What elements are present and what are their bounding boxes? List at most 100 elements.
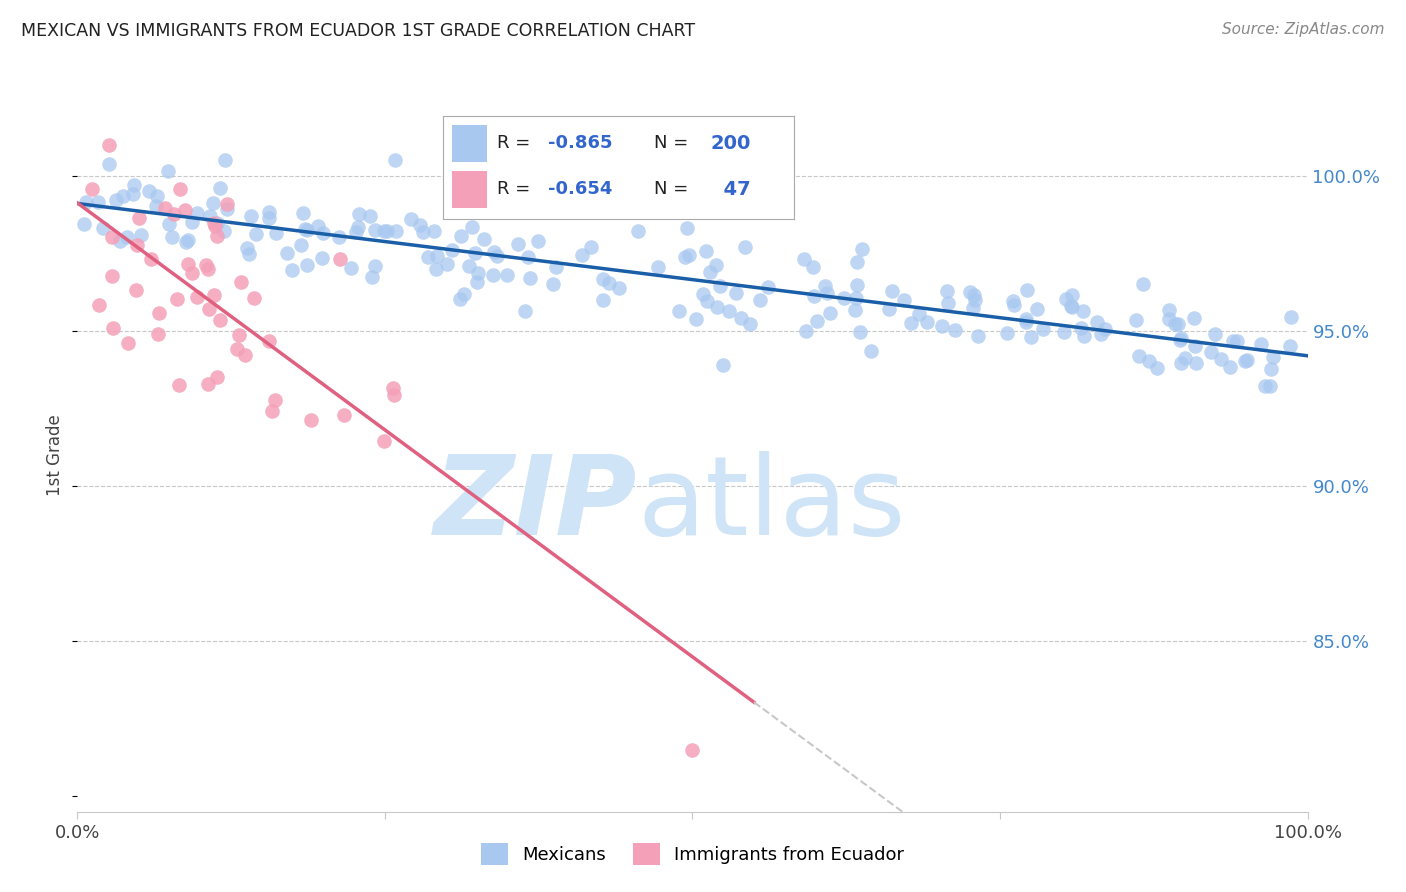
Point bbox=[409, 218, 432, 232]
Point bbox=[215, 196, 238, 211]
Point bbox=[214, 153, 236, 168]
Point bbox=[295, 259, 318, 273]
Point bbox=[174, 235, 197, 249]
Point bbox=[704, 258, 727, 272]
Point bbox=[384, 224, 406, 238]
Point bbox=[814, 278, 837, 293]
Point bbox=[384, 153, 406, 168]
Point bbox=[519, 271, 541, 285]
Point bbox=[995, 326, 1018, 340]
Text: MEXICAN VS IMMIGRANTS FROM ECUADOR 1ST GRADE CORRELATION CHART: MEXICAN VS IMMIGRANTS FROM ECUADOR 1ST G… bbox=[21, 22, 695, 40]
Point bbox=[97, 157, 120, 171]
Point bbox=[103, 320, 125, 334]
Point bbox=[959, 285, 981, 300]
Point bbox=[425, 262, 447, 277]
Point bbox=[111, 189, 134, 203]
Point bbox=[1017, 283, 1039, 297]
Text: -0.654: -0.654 bbox=[548, 180, 613, 198]
Point bbox=[1261, 350, 1284, 364]
Point bbox=[204, 219, 226, 234]
Point bbox=[803, 288, 825, 302]
FancyBboxPatch shape bbox=[451, 125, 486, 162]
Point bbox=[186, 206, 208, 220]
Point bbox=[87, 194, 110, 209]
Point bbox=[238, 247, 260, 261]
Point bbox=[217, 202, 239, 217]
Point bbox=[1157, 312, 1180, 326]
Point bbox=[860, 344, 883, 359]
Point bbox=[245, 227, 267, 241]
Point bbox=[1146, 360, 1168, 375]
Point bbox=[1090, 326, 1112, 341]
Point bbox=[598, 276, 620, 290]
Point bbox=[845, 277, 868, 292]
Point bbox=[291, 206, 314, 220]
Point bbox=[381, 381, 404, 395]
Point bbox=[1085, 315, 1108, 329]
Point bbox=[730, 311, 752, 326]
Point bbox=[851, 242, 873, 256]
Point bbox=[1167, 318, 1189, 332]
Point bbox=[1201, 345, 1223, 359]
Point bbox=[174, 203, 197, 218]
Point bbox=[205, 216, 228, 230]
Y-axis label: 1st Grade: 1st Grade bbox=[46, 414, 65, 496]
Point bbox=[262, 404, 284, 418]
Point bbox=[709, 279, 731, 293]
Point bbox=[1170, 355, 1192, 369]
Point bbox=[153, 201, 176, 215]
Point bbox=[1157, 303, 1180, 318]
Point bbox=[235, 242, 257, 256]
Point bbox=[1260, 362, 1282, 376]
Point bbox=[481, 268, 503, 282]
Point bbox=[312, 226, 335, 240]
Point bbox=[685, 312, 707, 326]
Point bbox=[157, 217, 180, 231]
Point bbox=[87, 298, 110, 312]
Point bbox=[233, 348, 256, 362]
Point bbox=[163, 207, 186, 221]
Point bbox=[214, 224, 236, 238]
Point bbox=[738, 317, 761, 331]
Point bbox=[541, 277, 564, 291]
Point bbox=[544, 260, 567, 275]
Point bbox=[1281, 310, 1303, 324]
Point bbox=[197, 261, 219, 276]
Point bbox=[339, 261, 361, 276]
Point bbox=[97, 137, 120, 152]
Point bbox=[832, 291, 855, 305]
Point bbox=[166, 292, 188, 306]
Point bbox=[157, 163, 180, 178]
Point bbox=[148, 326, 170, 341]
Point bbox=[1071, 304, 1094, 318]
Point bbox=[202, 288, 225, 302]
Point bbox=[1182, 310, 1205, 325]
Point bbox=[461, 220, 484, 235]
Point bbox=[440, 243, 463, 257]
Point bbox=[917, 315, 939, 329]
Point bbox=[673, 251, 696, 265]
Point bbox=[198, 209, 221, 223]
Point bbox=[936, 284, 959, 298]
Point bbox=[125, 238, 148, 252]
Point bbox=[1002, 298, 1025, 312]
Point bbox=[1204, 327, 1226, 342]
Point bbox=[1070, 320, 1092, 334]
Point bbox=[311, 252, 333, 266]
Point bbox=[138, 185, 160, 199]
Point bbox=[517, 250, 540, 264]
Point bbox=[202, 216, 225, 230]
Point bbox=[1250, 337, 1272, 351]
Point bbox=[893, 293, 915, 307]
Point bbox=[849, 325, 872, 339]
Point bbox=[1236, 353, 1258, 368]
Point bbox=[122, 186, 145, 201]
Point bbox=[382, 388, 405, 402]
Point bbox=[412, 226, 434, 240]
Point bbox=[592, 293, 614, 307]
Point bbox=[228, 328, 250, 343]
Point bbox=[734, 240, 756, 254]
Point bbox=[1164, 317, 1187, 331]
Point bbox=[82, 182, 104, 196]
Point bbox=[146, 189, 169, 203]
